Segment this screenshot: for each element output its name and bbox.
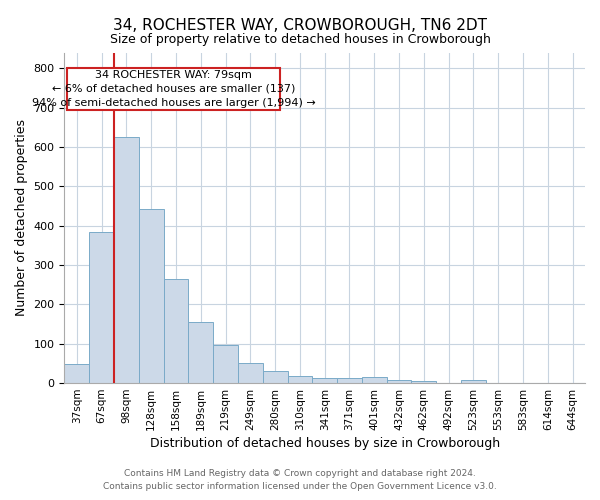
- Bar: [164, 279, 188, 383]
- Bar: [461, 380, 486, 383]
- FancyBboxPatch shape: [67, 68, 280, 110]
- Bar: [313, 378, 337, 383]
- Bar: [139, 208, 164, 383]
- Bar: [337, 378, 362, 383]
- Bar: [213, 344, 238, 383]
- Bar: [64, 364, 89, 383]
- Y-axis label: Number of detached properties: Number of detached properties: [15, 120, 28, 316]
- Text: Contains HM Land Registry data © Crown copyright and database right 2024.
Contai: Contains HM Land Registry data © Crown c…: [103, 469, 497, 491]
- Bar: [114, 137, 139, 383]
- Bar: [263, 372, 287, 383]
- Bar: [188, 322, 213, 383]
- Bar: [287, 376, 313, 383]
- Bar: [238, 362, 263, 383]
- Bar: [362, 377, 386, 383]
- Text: Size of property relative to detached houses in Crowborough: Size of property relative to detached ho…: [110, 32, 490, 46]
- Bar: [412, 382, 436, 383]
- Bar: [89, 232, 114, 383]
- Text: 34, ROCHESTER WAY, CROWBOROUGH, TN6 2DT: 34, ROCHESTER WAY, CROWBOROUGH, TN6 2DT: [113, 18, 487, 32]
- Text: 34 ROCHESTER WAY: 79sqm
← 6% of detached houses are smaller (137)
94% of semi-de: 34 ROCHESTER WAY: 79sqm ← 6% of detached…: [32, 70, 316, 108]
- X-axis label: Distribution of detached houses by size in Crowborough: Distribution of detached houses by size …: [149, 437, 500, 450]
- Bar: [386, 380, 412, 383]
